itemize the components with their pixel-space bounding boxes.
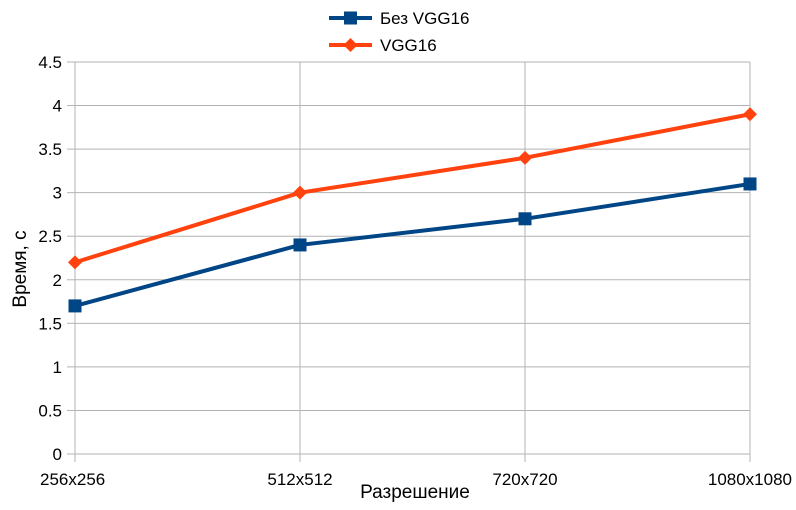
legend-marker <box>343 38 358 52</box>
legend-item: Без VGG16 <box>329 9 469 28</box>
data-point <box>743 177 757 191</box>
series-1 <box>68 177 757 313</box>
x-tick-label: 1080x1080 <box>708 470 792 489</box>
x-axis-label: Разрешение <box>360 482 470 503</box>
y-tick-label: 1.5 <box>38 314 62 333</box>
y-tick-labels: 0 0.5 1 1.5 2 2.5 3 3.5 4 4.5 <box>38 53 62 464</box>
legend-label: Без VGG16 <box>380 9 469 28</box>
y-tick-label: 2 <box>53 271 62 290</box>
legend-label: VGG16 <box>380 36 437 55</box>
data-point <box>293 185 307 200</box>
series-line <box>74 112 751 265</box>
y-tick-label: 2.5 <box>38 227 62 246</box>
axes <box>67 61 751 462</box>
y-tick-label: 0.5 <box>38 401 62 420</box>
y-tick-label: 1 <box>53 358 62 377</box>
series-2 <box>68 107 757 270</box>
data-point <box>68 299 82 313</box>
data-point <box>518 150 532 165</box>
y-tick-label: 3 <box>53 184 62 203</box>
data-point <box>68 255 82 270</box>
x-tick-label: 512x512 <box>267 470 332 489</box>
series-lines <box>68 107 757 313</box>
gridlines <box>75 61 751 454</box>
series-line <box>74 181 751 308</box>
y-tick-label: 4.5 <box>38 53 62 72</box>
y-tick-label: 4 <box>53 97 62 116</box>
x-tick-labels: 256x256 512x512 720x720 1080x1080 <box>40 470 792 489</box>
x-tick-label: 720x720 <box>492 470 557 489</box>
y-tick-label: 0 <box>53 445 62 464</box>
data-point <box>518 212 532 226</box>
y-axis-label: Время, с <box>10 230 31 307</box>
legend-marker <box>344 11 357 25</box>
data-point <box>293 238 307 252</box>
x-tick-label: 256x256 <box>40 470 105 489</box>
legend-item: VGG16 <box>329 36 437 55</box>
y-tick-label: 3.5 <box>38 140 62 159</box>
data-point <box>743 107 757 122</box>
legend: Без VGG16 VGG16 <box>329 9 469 55</box>
